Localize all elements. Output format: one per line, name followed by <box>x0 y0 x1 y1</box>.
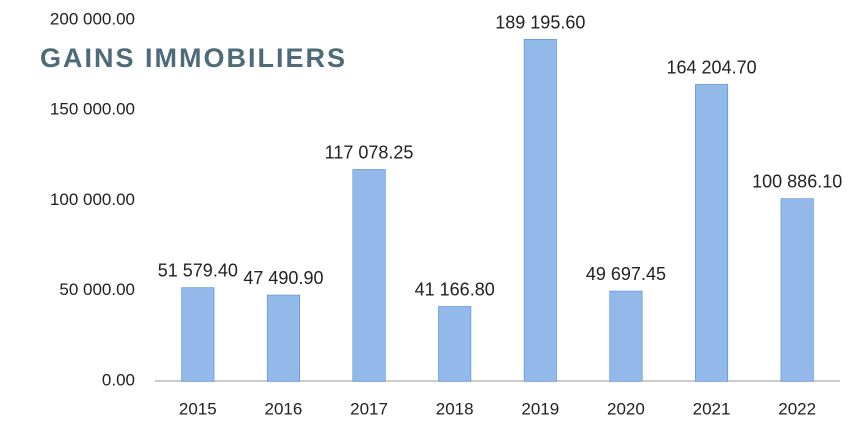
y-tick-label: 200 000.00 <box>50 9 135 28</box>
x-tick-label: 2021 <box>693 399 731 418</box>
value-label: 189 195.60 <box>495 12 585 32</box>
x-tick-label: 2016 <box>265 399 303 418</box>
bar <box>438 306 472 382</box>
chart-title: GAINS IMMOBILIERS <box>40 43 347 73</box>
bar <box>780 198 814 382</box>
y-tick-label: 50 000.00 <box>59 280 135 299</box>
bar <box>352 169 386 382</box>
value-label: 117 078.25 <box>325 142 414 162</box>
value-label: 41 166.80 <box>415 279 495 299</box>
bar <box>695 84 729 382</box>
x-tick-label: 2022 <box>778 399 816 418</box>
value-label: 51 579.40 <box>158 261 238 281</box>
y-tick-label: 150 000.00 <box>50 100 135 119</box>
x-tick-label: 2019 <box>521 399 559 418</box>
x-tick-label: 2020 <box>607 399 645 418</box>
y-tick-label: 100 000.00 <box>50 190 135 209</box>
x-tick-label: 2018 <box>436 399 474 418</box>
bar <box>523 39 557 382</box>
value-label: 47 490.90 <box>243 268 323 288</box>
x-tick-label: 2015 <box>179 399 217 418</box>
value-label: 164 204.70 <box>667 57 757 77</box>
value-label: 100 886.10 <box>752 172 842 192</box>
bar <box>609 290 643 382</box>
bar <box>266 294 300 382</box>
y-tick-label: 0.00 <box>102 370 135 389</box>
bar <box>181 287 215 382</box>
x-tick-label: 2017 <box>350 399 388 418</box>
value-label: 49 697.45 <box>586 264 666 284</box>
